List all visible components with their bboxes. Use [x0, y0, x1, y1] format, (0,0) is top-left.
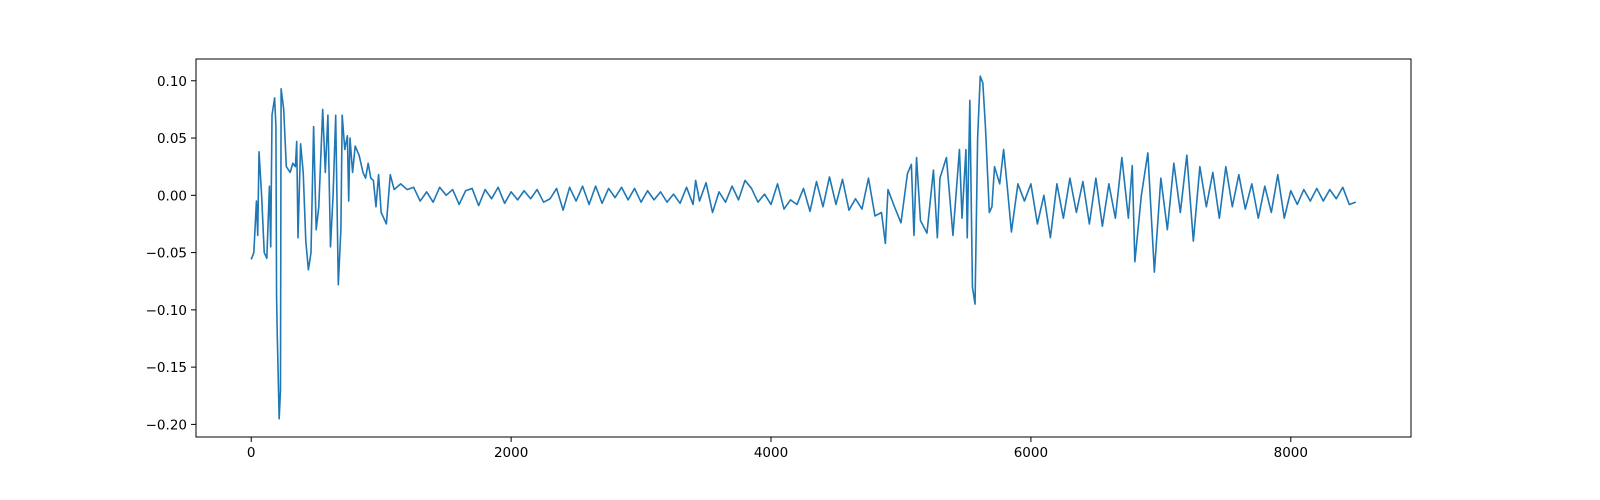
plot-frame	[195, 58, 1412, 438]
y-tick-label: −0.15	[146, 360, 187, 376]
x-tick-label: 2000	[494, 445, 528, 461]
line	[250, 75, 1357, 420]
y-tick-label: −0.20	[146, 417, 187, 433]
x-tick-label: 8000	[1274, 445, 1308, 461]
x-tick-label: 4000	[754, 445, 788, 461]
x-tick-label: 6000	[1014, 445, 1048, 461]
y-tick-label: −0.10	[146, 303, 187, 319]
y-tick-label: 0.00	[157, 188, 187, 204]
y-tick-label: −0.05	[146, 246, 187, 262]
x-tick-label: 0	[247, 445, 256, 461]
y-tick-label: 0.10	[157, 74, 187, 90]
y-tick-label: 0.05	[157, 131, 187, 147]
